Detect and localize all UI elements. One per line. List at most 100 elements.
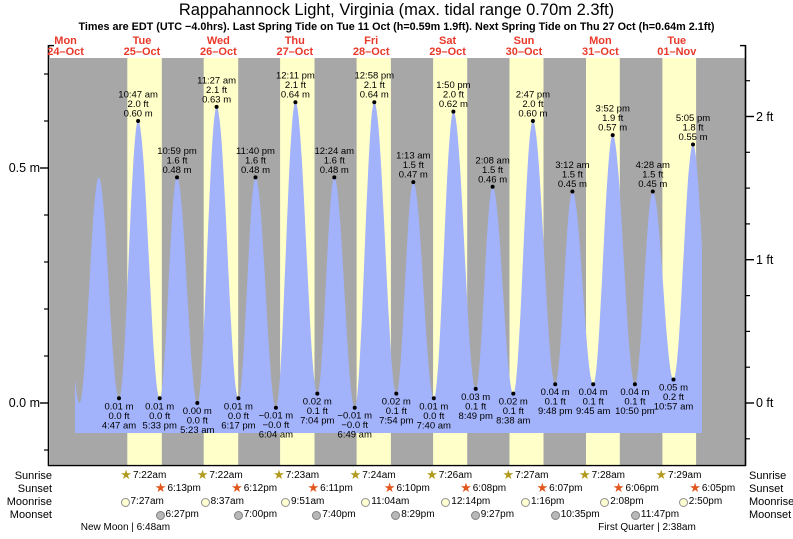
high-tide-annotation: 12:11 pm 2.1 ft 0.64 m xyxy=(276,71,315,101)
moonset-time: 8:29pm xyxy=(401,509,435,520)
day-label: Mon 31–Oct xyxy=(582,36,619,58)
day-label-date: 27–Oct xyxy=(276,46,314,58)
sunrise-time: 7:28am xyxy=(591,470,626,481)
sunrise-time: 7:22am xyxy=(132,470,167,481)
moonrise-event: 8:37am xyxy=(200,496,244,508)
sunset-event: ★ 6:07pm xyxy=(536,480,583,495)
day-label: Mon 24–Oct xyxy=(47,36,84,58)
sunrise-star-icon: ★ xyxy=(502,467,515,482)
moonrise-circle-icon xyxy=(281,497,290,507)
tide-extreme-dot xyxy=(157,396,162,401)
moonrise-event: 9:51am xyxy=(281,496,324,508)
high-tide-annotation: 2:08 am 1.5 ft 0.46 m xyxy=(475,155,509,185)
moonset-time: 7:00pm xyxy=(243,509,278,520)
day-label-weekday: Mon xyxy=(589,35,612,47)
high-tide-annotation: 11:27 am 2.1 ft 0.63 m xyxy=(197,75,236,105)
sunset-event: ★ 6:11pm xyxy=(308,481,353,495)
moonrise-time: 11:04am xyxy=(371,496,410,507)
moonset-circle-icon xyxy=(630,510,640,520)
day-label-weekday: Wed xyxy=(206,35,230,47)
sunrise-event: ★ 7:28am xyxy=(579,468,626,482)
moonrise-circle-icon xyxy=(361,497,371,507)
sunrise-time: 7:29am xyxy=(668,470,702,481)
low-tide-annotation: 0.01 m 0.0 ft 4:47 am xyxy=(102,401,136,431)
high-tide-annotation: 3:12 am 1.5 ft 0.45 m xyxy=(555,160,589,190)
tide-extreme-dot xyxy=(411,180,416,185)
high-tide-annotation: 2:47 pm 2.0 ft 0.60 m xyxy=(516,90,550,120)
day-label-weekday: Tue xyxy=(667,35,687,47)
high-tide-annotation: 4:28 am 1.5 ft 0.45 m xyxy=(636,160,670,190)
moonrise-time: 12:14pm xyxy=(451,496,491,507)
tide-extreme-dot xyxy=(691,142,695,147)
sunrise-event: ★ 7:27am xyxy=(502,467,549,482)
moonset-event: 9:27pm xyxy=(470,509,514,521)
day-label: Tue 01–Nov xyxy=(657,36,696,58)
sunset-time: 6:07pm xyxy=(549,483,583,494)
moonrise-event: 2:50pm xyxy=(678,496,722,508)
sunrise-time: 7:27am xyxy=(515,470,549,481)
day-label: Sun 30–Oct xyxy=(506,36,543,58)
low-tide-annotation: 0.04 m 0.1 ft 9:48 pm xyxy=(538,387,572,417)
sunrise-event: ★ 7:22am xyxy=(120,468,167,482)
moon-phase-label: New Moon | 6:48am xyxy=(80,522,171,533)
moon-phase-label: First Quarter | 2:38am xyxy=(598,522,696,533)
low-tide-annotation: 0.02 m 0.1 ft 7:04 pm xyxy=(300,397,334,427)
sunset-time: 6:12pm xyxy=(243,483,278,494)
day-label-date: 26–Oct xyxy=(200,46,237,58)
low-tide-annotation: 0.01 m 0.0 ft 6:17 pm xyxy=(221,401,255,431)
sunset-star-icon: ★ xyxy=(536,480,549,495)
tide-extreme-dot xyxy=(332,175,337,180)
low-tide-annotation: 0.05 m 0.2 ft 10:57 am xyxy=(654,383,694,413)
moonset-circle-icon xyxy=(312,510,322,520)
sunset-time: 6:13pm xyxy=(167,483,201,494)
high-tide-annotation: 1:50 pm 2.0 ft 0.62 m xyxy=(436,80,470,110)
moonrise-time: 2:08pm xyxy=(610,496,644,507)
sunset-event: ★ 6:08pm xyxy=(460,481,507,495)
sunrise-event: ★ 7:26am xyxy=(426,468,472,482)
moonset-event: 7:00pm xyxy=(233,509,278,521)
row-label-moonset-left: Moonset xyxy=(9,509,52,521)
sunrise-event: ★ 7:22am xyxy=(197,468,243,482)
tide-extreme-dot xyxy=(451,109,456,114)
high-tide-annotation: 12:24 am 1.6 ft 0.48 m xyxy=(314,146,354,176)
moonrise-circle-icon xyxy=(120,497,130,507)
tide-extreme-dot xyxy=(490,184,495,189)
tide-extreme-dot xyxy=(553,382,558,387)
sunset-time: 6:05pm xyxy=(701,483,736,494)
sunset-event: ★ 6:12pm xyxy=(231,481,278,495)
moonset-event: 6:27pm xyxy=(155,509,199,521)
page-title: Rappahannock Light, Virginia (max. tidal… xyxy=(178,1,615,19)
high-tide-annotation: 12:58 pm 2.1 ft 0.64 m xyxy=(354,71,394,101)
day-label-weekday: Thu xyxy=(284,35,305,47)
sunrise-star-icon: ★ xyxy=(655,467,668,482)
day-label-weekday: Mon xyxy=(54,35,77,47)
moonset-circle-icon xyxy=(470,510,480,520)
day-label-weekday: Sun xyxy=(513,35,535,47)
row-label-sunset-right: Sunset xyxy=(749,483,784,495)
day-label: Thu 27–Oct xyxy=(276,36,313,58)
sunset-time: 6:08pm xyxy=(472,483,507,494)
high-tide-annotation: 3:52 pm 1.9 ft 0.57 m xyxy=(596,104,630,134)
day-label-date: 25–Oct xyxy=(123,46,161,58)
tide-extreme-dot xyxy=(253,175,258,180)
low-tide-annotation: 0.01 m 0.0 ft 5:33 pm xyxy=(143,401,177,431)
tide-extreme-dot xyxy=(136,119,141,123)
moonrise-event: 7:27am xyxy=(120,496,164,508)
moonrise-circle-icon xyxy=(441,497,451,507)
tide-extreme-dot xyxy=(195,401,200,405)
day-label: Sat 29–Oct xyxy=(429,36,466,58)
high-tide-annotation: 5:05 pm 1.8 ft 0.55 m xyxy=(676,113,710,143)
tide-extreme-dot xyxy=(473,386,478,391)
sunset-star-icon: ★ xyxy=(612,480,625,495)
day-label-date: 29–Oct xyxy=(429,46,466,58)
sunset-star-icon: ★ xyxy=(154,480,167,495)
left-axis-label: 0.5 m xyxy=(8,161,40,175)
tide-extreme-dot xyxy=(530,119,535,123)
sunrise-event: ★ 7:23am xyxy=(273,468,319,482)
moonrise-time: 7:27am xyxy=(130,496,164,507)
row-label-moonrise-right: Moonrise xyxy=(749,496,793,508)
right-axis-label: 0 ft xyxy=(756,396,774,410)
